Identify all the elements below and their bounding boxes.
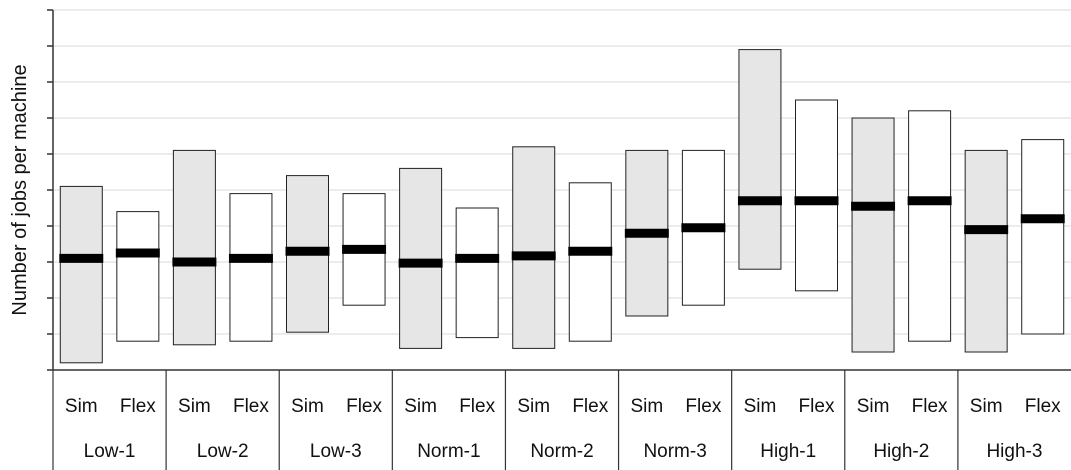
y-axis-title: Number of jobs per machine	[9, 64, 31, 315]
series-tick-label: Flex	[912, 396, 948, 417]
gridlines	[53, 9, 1071, 335]
category-labels: Sim Flex Sim Flex Sim Flex Sim Flex Sim Flex Sim Fl…	[65, 396, 1061, 462]
group-label: Low-3	[310, 441, 362, 462]
range-bar-high-3-sim	[964, 149, 1008, 353]
series-tick-label: Flex	[799, 396, 835, 417]
series-tick-label: Sim	[970, 396, 1003, 417]
series-tick-label: Sim	[291, 396, 324, 417]
series-tick-label: Flex	[1025, 396, 1061, 417]
series-tick-label: Sim	[65, 396, 98, 417]
range-bar-low-1-flex	[116, 211, 160, 342]
group-label: Norm-3	[643, 441, 706, 462]
group-label: High-3	[986, 441, 1042, 462]
group-label: Low-1	[84, 441, 136, 462]
series-tick-label: Sim	[630, 396, 663, 417]
range-bar-low-2-flex	[229, 193, 273, 342]
range-bar-norm-2-flex	[568, 182, 612, 342]
series-tick-label: Flex	[346, 396, 382, 417]
series-tick-label: Sim	[744, 396, 777, 417]
bar-layer	[59, 49, 1065, 364]
series-tick-label: Sim	[857, 396, 890, 417]
group-label: Norm-2	[530, 441, 593, 462]
series-tick-label: Sim	[178, 396, 211, 417]
group-label: High-2	[873, 441, 929, 462]
range-bar-high-2-flex	[908, 110, 952, 342]
range-bar-norm-1-flex	[455, 207, 499, 339]
series-tick-label: Sim	[404, 396, 437, 417]
range-bar-low-1-sim	[59, 185, 103, 364]
group-label: Low-2	[197, 441, 249, 462]
group-label: High-1	[760, 441, 816, 462]
axes	[47, 9, 1071, 470]
series-tick-label: Flex	[120, 396, 156, 417]
series-tick-label: Flex	[685, 396, 721, 417]
group-label: Norm-1	[417, 441, 480, 462]
range-bar-high-1-sim	[738, 49, 782, 270]
series-tick-label: Flex	[459, 396, 495, 417]
range-bar-norm-2-sim	[512, 146, 556, 349]
range-bar-high-3-flex	[1021, 139, 1065, 335]
range-bar-high-1-flex	[795, 99, 838, 292]
range-bar-low-2-sim	[172, 149, 216, 346]
range-bar-high-2-sim	[851, 117, 895, 353]
range-bar-norm-1-sim	[399, 167, 443, 349]
series-tick-label: Sim	[517, 396, 550, 417]
series-tick-label: Flex	[572, 396, 608, 417]
series-tick-label: Flex	[233, 396, 269, 417]
